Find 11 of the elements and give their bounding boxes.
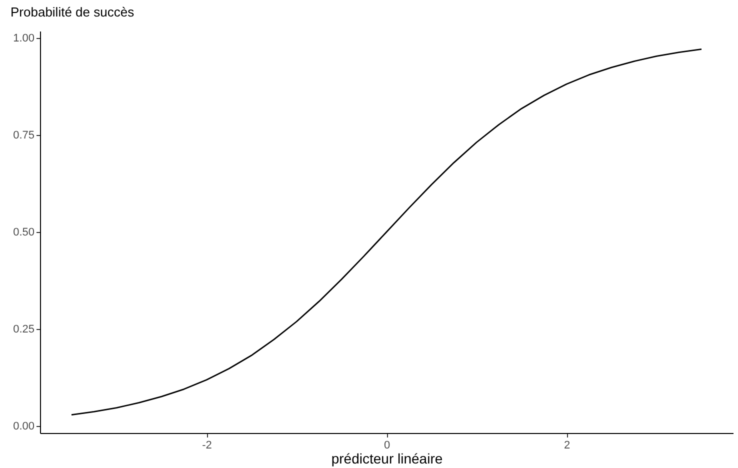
- y-tick-label: 0.00: [13, 420, 34, 433]
- x-tick-label: -2: [202, 440, 212, 452]
- y-tick-label: 0.25: [13, 324, 34, 336]
- y-axis-title: Probabilité de succès: [10, 4, 135, 20]
- x-tick-label: 0: [384, 440, 390, 452]
- x-tick-label: 2: [564, 440, 570, 452]
- line-series: [70, 48, 702, 416]
- y-tick-label: 1.00: [13, 32, 34, 44]
- x-axis-title: prédicteur linéaire: [331, 450, 443, 466]
- y-tick-label: 0.50: [13, 226, 34, 238]
- y-tick-label: 0.75: [13, 129, 34, 142]
